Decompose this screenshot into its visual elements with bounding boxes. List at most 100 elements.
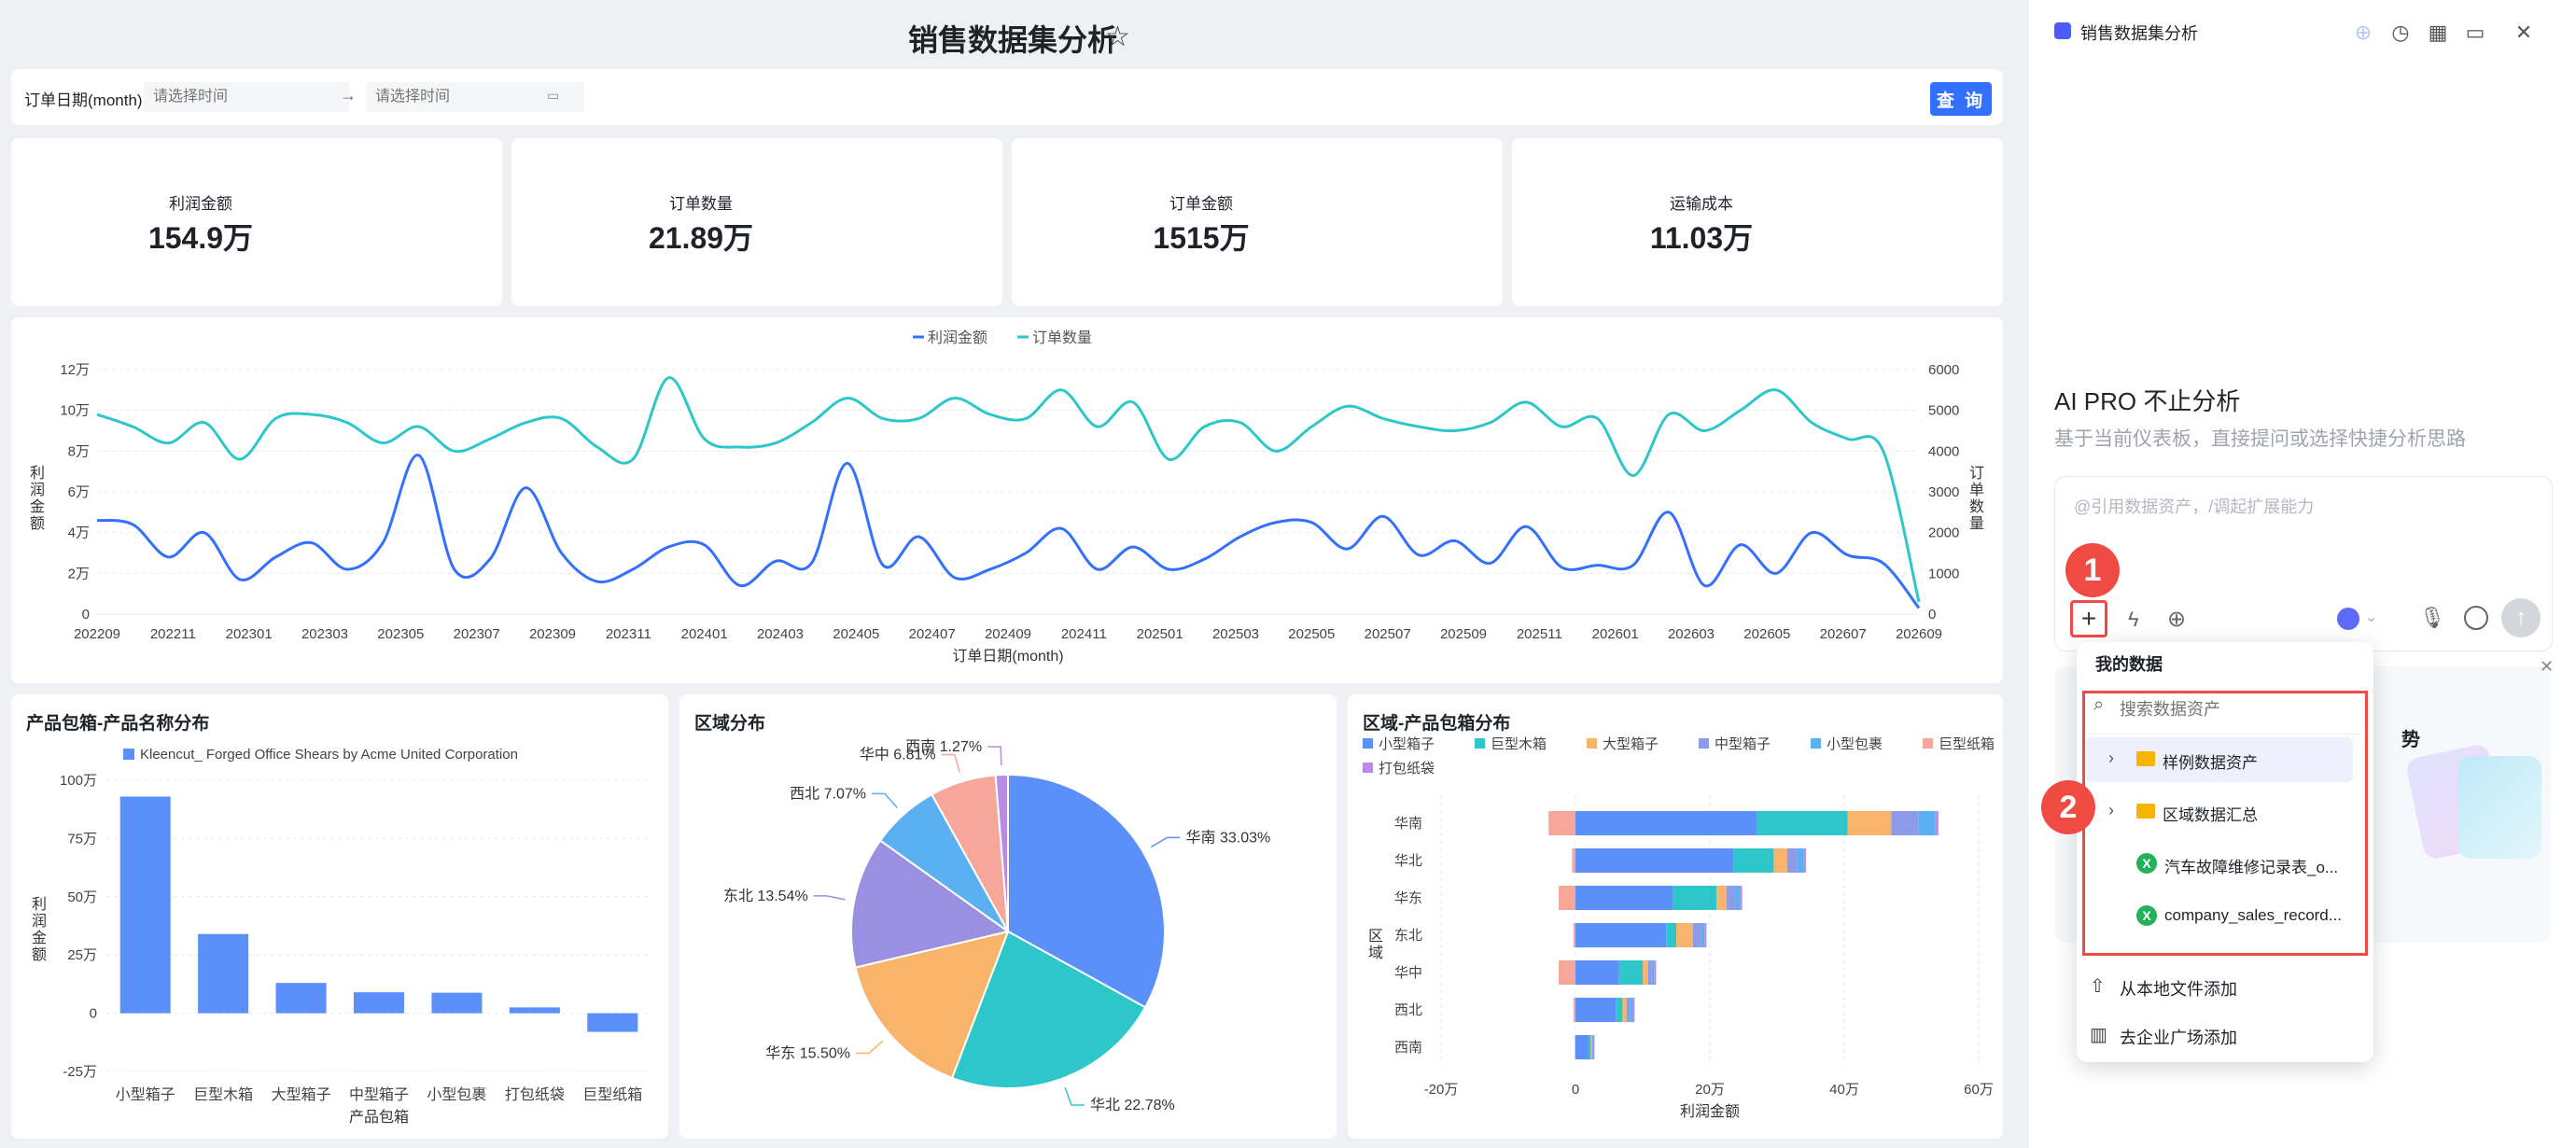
stacked-bar-segment [1630, 998, 1633, 1022]
close-suggestion-icon[interactable]: ✕ [2540, 657, 2555, 676]
kpi-value: 21.89万 [648, 221, 754, 255]
legend-swatch [1475, 738, 1485, 749]
suggestion-text: 势 [2401, 730, 2420, 750]
stacked-bar-segment [1935, 811, 1939, 835]
new-chat-icon[interactable]: ⊕ [2354, 21, 2373, 44]
x-tick: 202503 [1212, 626, 1259, 642]
voice-wave-icon[interactable] [2464, 606, 2488, 630]
excel-file-icon: X [2136, 853, 2157, 874]
y-tick: 华北 [1394, 853, 1422, 869]
calendar-icon[interactable]: ▭ [547, 88, 560, 103]
model-icon[interactable] [2337, 608, 2359, 630]
stacked-bar-segment [1797, 848, 1804, 873]
annotation-badge-2: 2 [2041, 780, 2095, 834]
asset-search-input[interactable] [2118, 694, 2345, 724]
chat-composer[interactable]: @引用数据资产，/调起扩展能力 + ϟ ⊕ ⌄ 🎙 ↑ [2054, 476, 2553, 651]
x-tick: 202403 [757, 626, 804, 642]
pie-label: 西北 7.07% [790, 785, 866, 802]
bar [198, 933, 249, 1014]
pie-chart-title: 区域分布 [694, 714, 766, 734]
y-right-tick: 6000 [1928, 362, 1959, 378]
stacked-bar-segment [1575, 998, 1617, 1022]
x-tick: 202307 [454, 626, 500, 642]
star-icon[interactable]: ☆ [1105, 21, 1130, 52]
selected-row-bg [2086, 737, 2353, 782]
x-tick: 202401 [681, 626, 728, 642]
ai-panel: 销售数据集分析 ⊕ ◷ ▦ ▭ ✕ AI PRO 不止分析 基于当前仪表板，直接… [2027, 0, 2576, 1148]
query-button[interactable]: 查 询 [1930, 82, 1992, 116]
send-arrow-icon[interactable]: ↑ [2501, 598, 2541, 637]
asset-file-item[interactable]: X 汽车故障维修记录表_o... [2077, 840, 2373, 889]
x-tick: 202303 [301, 626, 348, 642]
x-tick: 202603 [1668, 626, 1715, 642]
chevron-right-icon[interactable]: › [2108, 801, 2114, 819]
x-tick: 巨型木箱 [193, 1086, 253, 1103]
stacked-bar-segment [1803, 848, 1806, 873]
building-icon: ▥ [2090, 1025, 2107, 1045]
x-tick: 202501 [1137, 626, 1183, 642]
stacked-bar-segment [1616, 998, 1623, 1022]
x-tick: 202305 [377, 626, 424, 642]
add-market-item[interactable]: ▥ 去企业广场添加 [2077, 1012, 2373, 1060]
asset-file-item[interactable]: X company_sales_record... [2077, 892, 2373, 941]
x-tick: 巨型纸箱 [582, 1086, 642, 1103]
chevron-right-icon[interactable]: › [2108, 749, 2114, 767]
close-icon[interactable]: ✕ [2514, 21, 2533, 44]
globe-icon[interactable]: ⊕ [2167, 607, 2187, 632]
calendar-icon[interactable]: ▦ [2428, 21, 2448, 44]
stacked-bar-segment [1575, 960, 1619, 985]
legend-label: 小型箱子 [1379, 736, 1435, 752]
y-tick: 0 [90, 1006, 97, 1022]
chevron-down-icon[interactable]: ⌄ [2365, 609, 2378, 625]
stacked-bar-segment [1666, 923, 1676, 947]
y-label-char: 润 [32, 913, 47, 930]
stacked-bar-segment [1773, 848, 1787, 873]
pie-slice [1007, 773, 1166, 1009]
y-tick: 西南 [1394, 1040, 1422, 1056]
stacked-bar-segment [1572, 848, 1575, 873]
stacked-bar-segment [1693, 923, 1701, 947]
end-date-input[interactable] [366, 82, 584, 112]
stacked-bar-segment [1733, 848, 1774, 873]
y-right-tick: 2000 [1928, 525, 1959, 541]
add-data-plus-icon[interactable]: + [2070, 600, 2107, 637]
kpi-value: 1515万 [1153, 221, 1250, 255]
y-tick: 50万 [67, 889, 97, 905]
stacked-bar-segment [1559, 886, 1575, 910]
asset-folder-item[interactable]: › 样例数据资产 [2077, 735, 2373, 784]
x-tick: 202505 [1288, 626, 1335, 642]
x-tick: 202601 [1592, 626, 1639, 642]
pie-label: 华南 33.03% [1186, 829, 1271, 846]
microphone-icon[interactable]: 🎙 [2419, 606, 2445, 629]
stacked-bar-segment [1704, 923, 1707, 947]
history-icon[interactable]: ◷ [2391, 21, 2410, 44]
y-right-tick: 0 [1928, 607, 1936, 623]
y-tick: 100万 [60, 773, 97, 789]
screen-icon[interactable]: ▭ [2465, 21, 2485, 44]
stacked-bar-segment [1734, 886, 1741, 910]
start-date-input[interactable] [144, 82, 349, 112]
stacked-bar-segment [1575, 1035, 1589, 1059]
asset-folder-item[interactable]: › 区域数据汇总 [2077, 788, 2373, 836]
legend-label: 订单数量 [1032, 329, 1092, 346]
y-right-label-char: 量 [1969, 516, 1984, 532]
chat-input-placeholder[interactable]: @引用数据资产，/调起扩展能力 [2074, 497, 2315, 516]
stacked-bar-segment [1548, 811, 1575, 835]
stacked-bar-segment [1632, 998, 1635, 1022]
x-tick: 202405 [833, 626, 879, 642]
add-local-label: 从本地文件添加 [2120, 980, 2237, 999]
divider [2088, 734, 2362, 735]
pie-label: 东北 13.54% [723, 888, 808, 904]
arrow-right-icon: → [340, 86, 357, 105]
pie-leader-line [813, 895, 846, 901]
kpi-label: 运输成本 [1670, 195, 1733, 213]
legend-swatch [1587, 738, 1597, 749]
lightning-icon[interactable]: ϟ [2128, 608, 2139, 631]
stacked-bar-segment [1891, 811, 1919, 835]
bar [354, 992, 404, 1014]
x-tick: 202209 [74, 626, 120, 642]
y-left-tick: 8万 [68, 443, 90, 459]
add-local-file-item[interactable]: ⇧ 从本地文件添加 [2077, 963, 2373, 1012]
y-left-label-char: 利 [30, 465, 45, 482]
